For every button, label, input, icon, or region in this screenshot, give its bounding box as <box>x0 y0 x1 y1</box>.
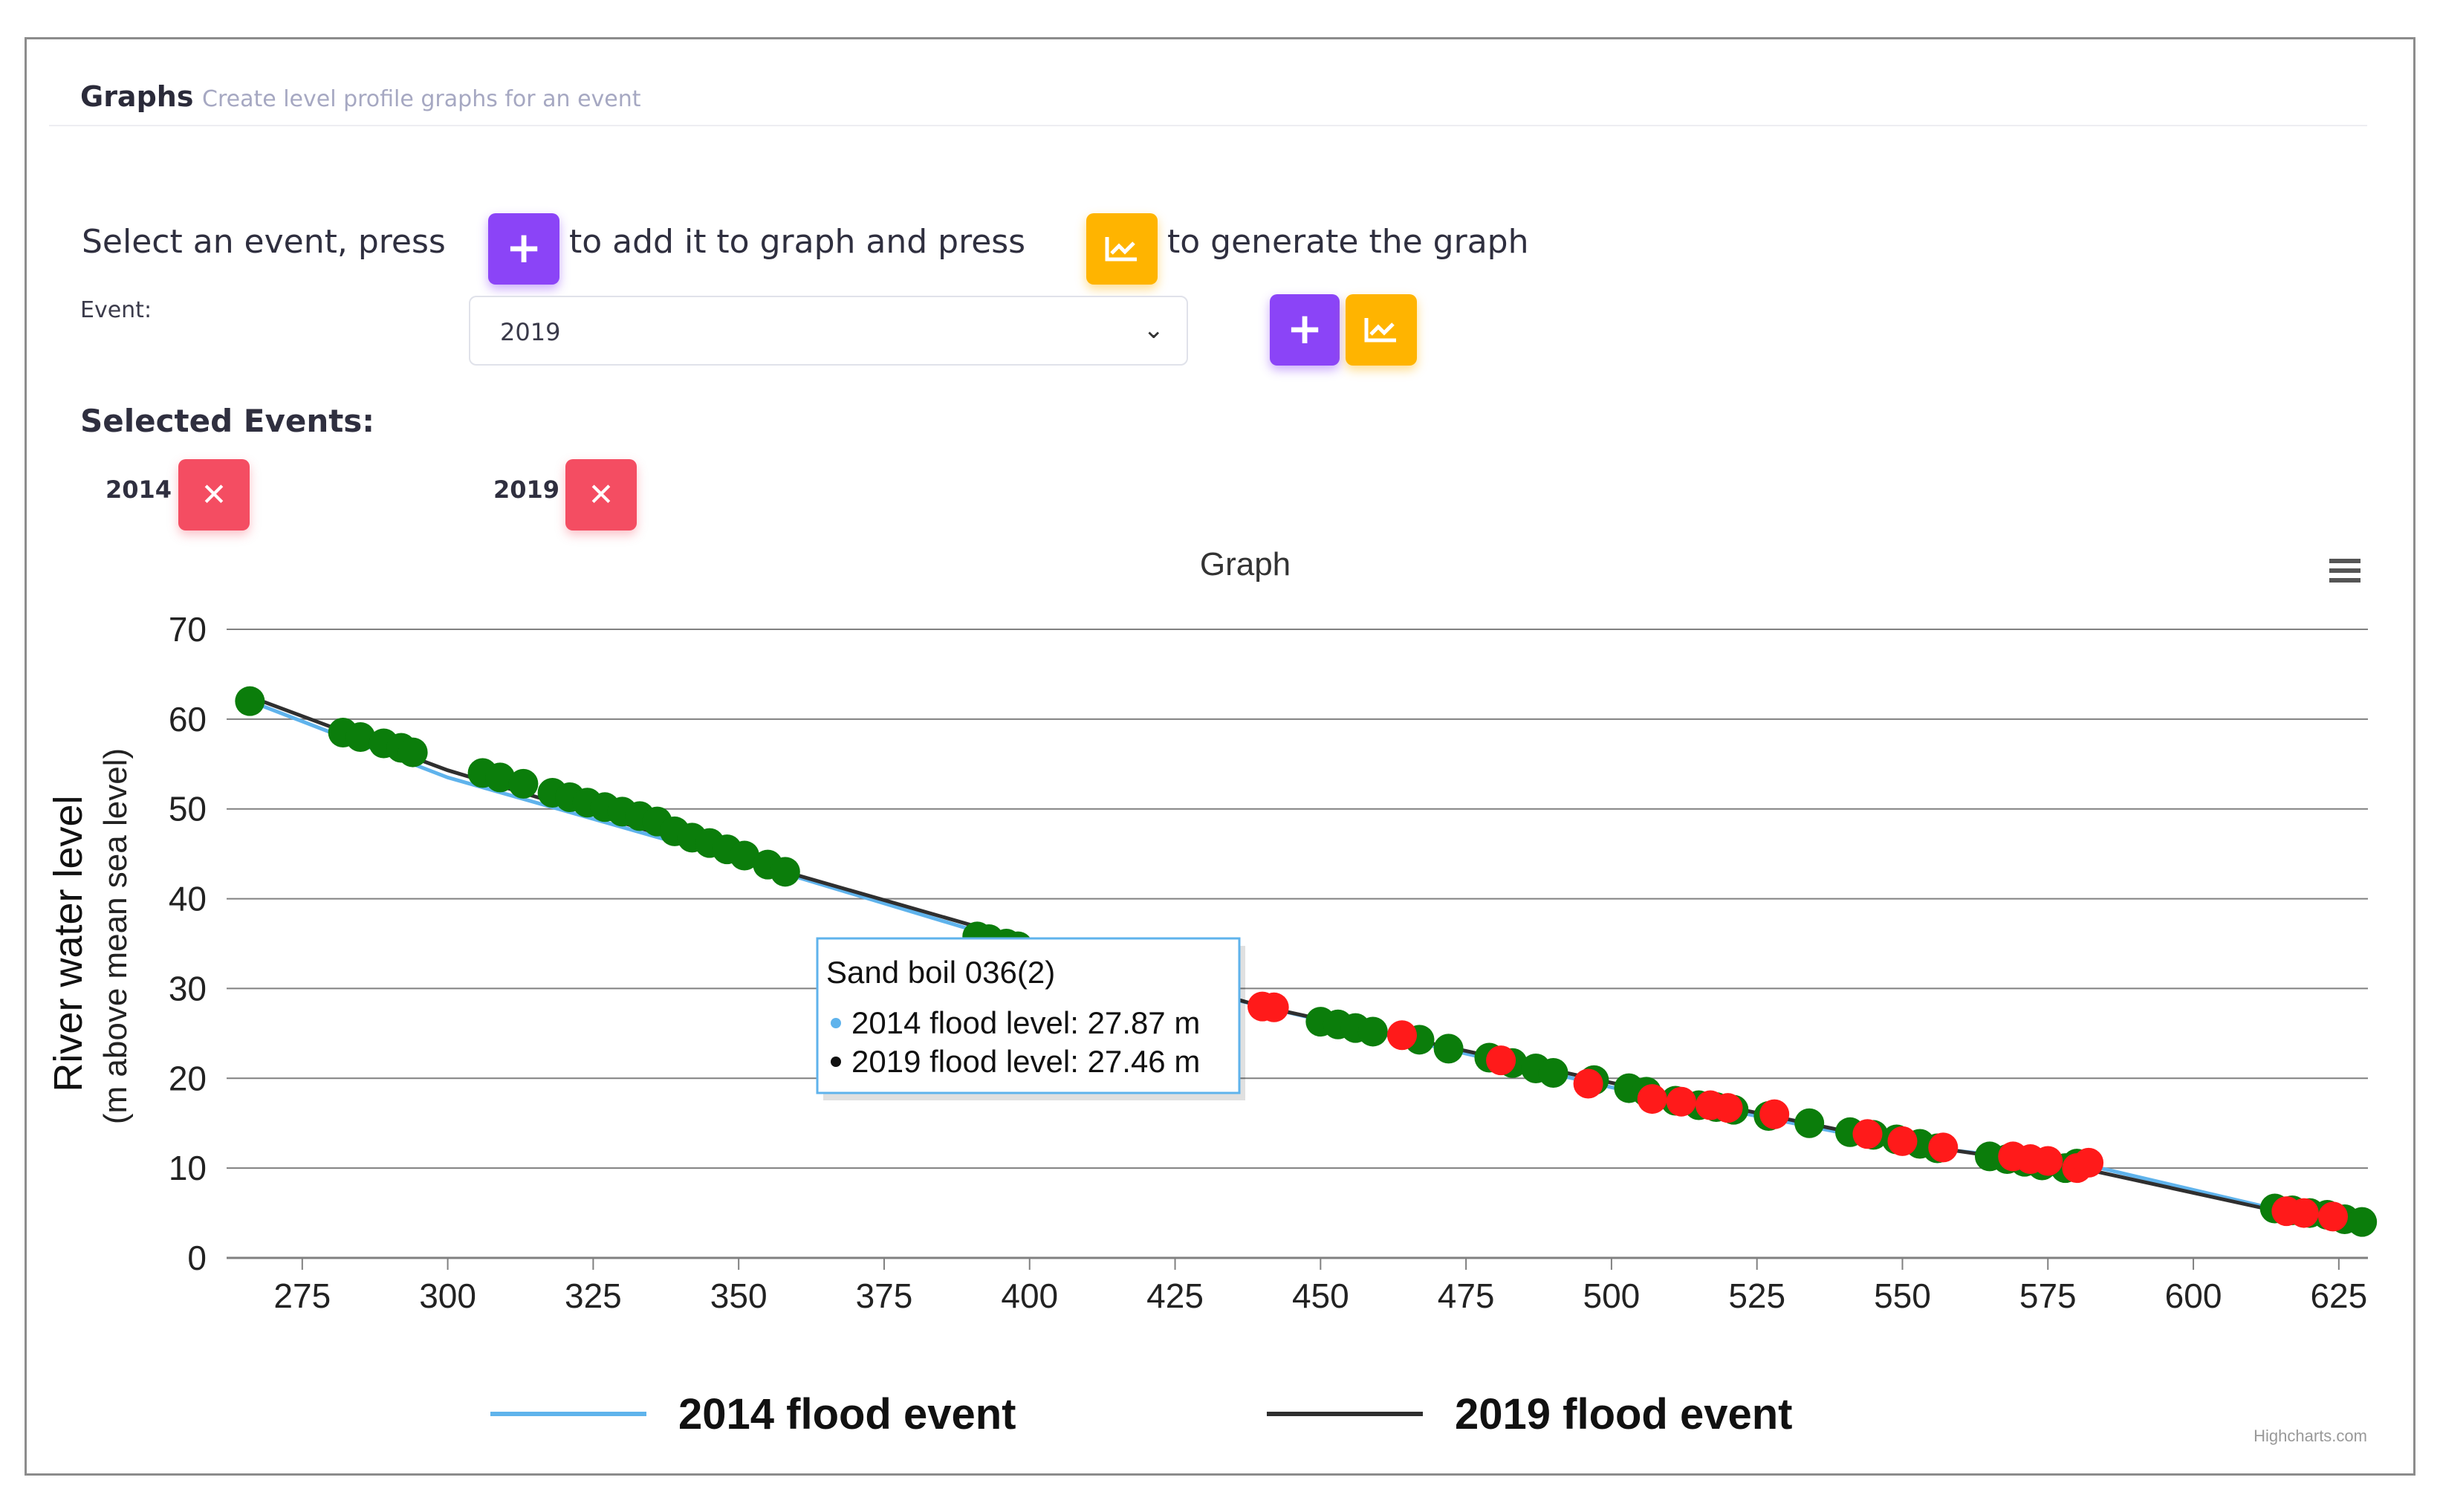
line-chart-icon <box>1105 237 1137 262</box>
plus-icon: + <box>1286 303 1323 354</box>
instruction-add-badge: + <box>488 213 559 285</box>
instruction-text-1: Select an event, press <box>82 223 446 261</box>
tooltip-line-2014: 2014 flood level: 27.87 m <box>851 1005 1200 1040</box>
close-icon: ✕ <box>201 476 227 513</box>
x-tick-label: 275 <box>273 1276 331 1315</box>
data-point-green <box>1538 1058 1568 1088</box>
x-tick-label: 525 <box>1728 1276 1785 1315</box>
event-select-value: 2019 <box>500 318 561 346</box>
y-tick-label: 20 <box>169 1059 207 1097</box>
add-event-button[interactable]: + <box>1270 294 1340 366</box>
data-point-green <box>508 768 539 799</box>
data-point-red <box>1386 1020 1417 1051</box>
tooltip-bullet-2014 <box>831 1018 841 1028</box>
plus-icon: + <box>505 222 542 273</box>
x-tick-label: 600 <box>2165 1276 2222 1315</box>
hamburger-menu-icon[interactable] <box>2329 559 2360 583</box>
data-point-red <box>1637 1084 1667 1114</box>
data-point-red <box>1573 1068 1603 1099</box>
data-point-green <box>345 722 376 753</box>
series-line-2014 <box>249 699 2357 1224</box>
chart-credit: Highcharts.com <box>2254 1427 2367 1445</box>
data-point-red <box>1259 992 1289 1022</box>
data-point-red <box>1666 1086 1696 1117</box>
tooltip-box <box>816 937 1241 1094</box>
selected-events-title: Selected Events: <box>80 403 375 439</box>
x-tick-label: 375 <box>856 1276 913 1315</box>
x-tick-label: 625 <box>2310 1276 2367 1315</box>
data-point-green <box>1433 1034 1464 1064</box>
data-point-red <box>2033 1146 2063 1176</box>
data-point-red <box>2288 1198 2319 1228</box>
data-point-green <box>730 840 760 871</box>
data-point-red <box>2074 1147 2104 1178</box>
legend-label-2019: 2019 flood event <box>1455 1390 1792 1438</box>
y-tick-label: 30 <box>169 969 207 1008</box>
x-tick-label: 425 <box>1146 1276 1204 1315</box>
data-point-green <box>235 686 265 716</box>
event-select[interactable]: 2019 ⌄ <box>469 296 1188 366</box>
x-tick-label: 350 <box>710 1276 768 1315</box>
x-tick-label: 450 <box>1292 1276 1349 1315</box>
series-line-2019 <box>249 695 2357 1224</box>
data-point-green <box>1357 1016 1388 1047</box>
data-point-green <box>2347 1207 2378 1237</box>
line-chart-icon <box>1364 318 1396 343</box>
y-tick-label: 10 <box>169 1149 207 1187</box>
data-point-green <box>398 737 428 768</box>
selected-event-label: 2019 <box>493 476 560 504</box>
data-point-red <box>1486 1045 1516 1076</box>
data-point-green <box>485 762 516 793</box>
data-point-red <box>1887 1126 1918 1156</box>
instruction-generate-badge <box>1086 213 1158 285</box>
tooltip-line-2019: 2019 flood level: 27.46 m <box>851 1044 1200 1079</box>
data-point-green <box>770 857 800 887</box>
data-point-red <box>1928 1132 1959 1163</box>
page-title: Graphs <box>80 80 194 113</box>
x-tick-label: 300 <box>419 1276 476 1315</box>
y-tick-label: 50 <box>169 790 207 828</box>
data-point-red <box>1852 1119 1883 1149</box>
y-axis-subtitle: (m above mean sea level) <box>97 748 134 1124</box>
close-icon: ✕ <box>588 476 614 513</box>
page-subtitle: Create level profile graphs for an event <box>202 86 641 112</box>
selected-event-label: 2014 <box>106 476 172 504</box>
x-tick-label: 575 <box>2019 1276 2077 1315</box>
x-tick-label: 550 <box>1874 1276 1931 1315</box>
y-tick-label: 40 <box>169 880 207 918</box>
x-tick-label: 500 <box>1583 1276 1641 1315</box>
tooltip-title: Sand boil 036(2) <box>826 955 1055 990</box>
generate-graph-button[interactable] <box>1346 294 1417 366</box>
chart-title: Graph <box>1200 546 1291 583</box>
data-point-red <box>1713 1093 1743 1123</box>
y-axis-title: River water level <box>46 795 91 1091</box>
y-tick-label: 70 <box>169 610 207 649</box>
instruction-text-3: to generate the graph <box>1167 223 1529 261</box>
data-point-red <box>2318 1201 2349 1232</box>
tooltip-bullet-2019 <box>831 1057 841 1067</box>
x-tick-label: 325 <box>565 1276 622 1315</box>
x-tick-label: 400 <box>1001 1276 1058 1315</box>
data-point-red <box>1759 1099 1790 1129</box>
x-tick-label: 475 <box>1438 1276 1495 1315</box>
y-tick-label: 0 <box>187 1239 207 1277</box>
y-tick-label: 60 <box>169 700 207 739</box>
remove-event-2014-button[interactable]: ✕ <box>178 459 250 531</box>
remove-event-2019-button[interactable]: ✕ <box>565 459 637 531</box>
instruction-text-2: to add it to graph and press <box>569 223 1026 261</box>
chevron-down-icon: ⌄ <box>1143 315 1165 345</box>
header-divider <box>49 125 2367 126</box>
event-label: Event: <box>80 297 152 323</box>
legend-label-2014: 2014 flood event <box>678 1390 1016 1438</box>
data-point-green <box>1794 1108 1825 1138</box>
